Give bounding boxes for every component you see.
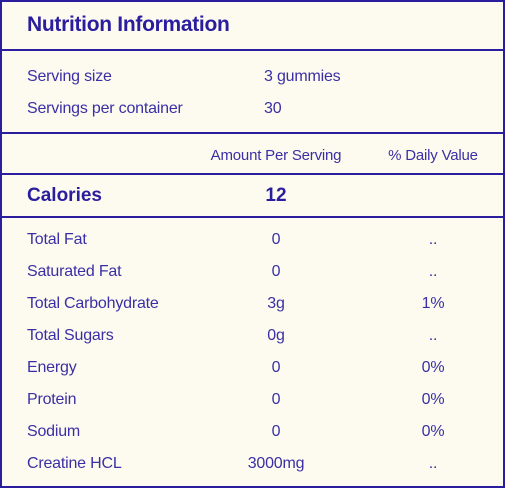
divider bbox=[2, 132, 503, 134]
nutrient-name-creatine-hcl: Creatine HCL bbox=[27, 455, 122, 472]
nutrient-daily-sodium: 0% bbox=[421, 423, 445, 440]
serving-size-value: 3 gummies bbox=[264, 68, 341, 85]
nutrient-name-total-sugars: Total Sugars bbox=[27, 327, 114, 344]
nutrient-amount-creatine-hcl: 3000mg bbox=[247, 455, 305, 472]
nutrient-name-sodium: Sodium bbox=[27, 423, 81, 440]
nutrient-amount-energy: 0 bbox=[271, 359, 281, 376]
calories-label: Calories bbox=[27, 185, 102, 206]
nutrient-daily-energy: 0% bbox=[421, 359, 445, 376]
servings-per-container-value: 30 bbox=[264, 100, 282, 117]
nutrient-name-energy: Energy bbox=[27, 359, 77, 376]
nutrient-daily-total-carbohydrate: 1% bbox=[421, 295, 445, 312]
column-header-daily-value: % Daily Value bbox=[388, 147, 478, 164]
nutrient-amount-saturated-fat: 0 bbox=[271, 263, 281, 280]
divider bbox=[2, 216, 503, 218]
nutrient-amount-total-sugars: 0g bbox=[267, 327, 285, 344]
divider bbox=[2, 49, 503, 51]
nutrient-daily-saturated-fat: .. bbox=[428, 263, 438, 280]
nutrient-daily-total-fat: .. bbox=[428, 231, 438, 248]
nutrient-amount-protein: 0 bbox=[271, 391, 281, 408]
calories-value: 12 bbox=[265, 185, 287, 206]
divider bbox=[2, 173, 503, 175]
serving-size-label: Serving size bbox=[27, 68, 112, 85]
column-header-amount: Amount Per Serving bbox=[210, 147, 342, 164]
panel-title: Nutrition Information bbox=[27, 13, 230, 36]
servings-per-container-label: Servings per container bbox=[27, 100, 183, 117]
nutrient-daily-protein: 0% bbox=[421, 391, 445, 408]
nutrient-name-total-fat: Total Fat bbox=[27, 231, 87, 248]
nutrient-name-saturated-fat: Saturated Fat bbox=[27, 263, 122, 280]
nutrient-daily-creatine-hcl: .. bbox=[428, 455, 438, 472]
nutrient-amount-sodium: 0 bbox=[271, 423, 281, 440]
nutrient-amount-total-carbohydrate: 3g bbox=[267, 295, 285, 312]
nutrient-daily-total-sugars: .. bbox=[428, 327, 438, 344]
nutrient-amount-total-fat: 0 bbox=[271, 231, 281, 248]
nutrient-name-protein: Protein bbox=[27, 391, 77, 408]
nutrient-name-total-carbohydrate: Total Carbohydrate bbox=[27, 295, 159, 312]
